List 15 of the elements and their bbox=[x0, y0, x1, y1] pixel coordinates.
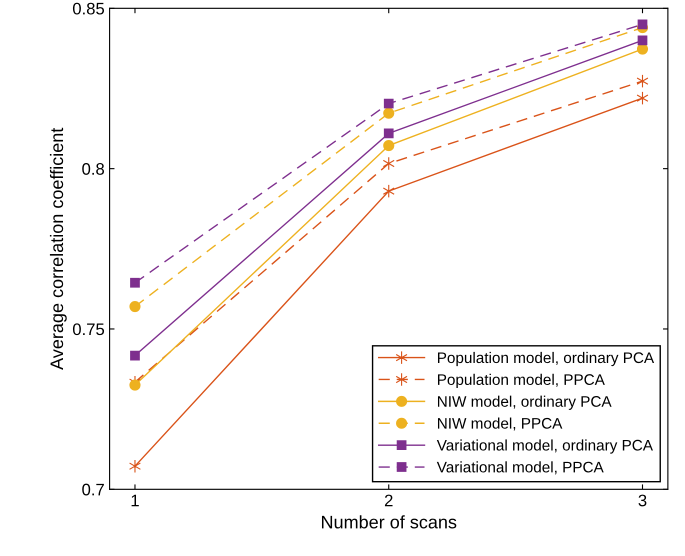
y-tick-label: 0.85 bbox=[72, 2, 104, 15]
legend-label: Population model, ordinary PCA bbox=[438, 352, 654, 366]
legend-label: Population model, PPCA bbox=[438, 374, 605, 388]
legend-label: NIW model, ordinary PCA bbox=[438, 396, 612, 410]
legend-label: Variational model, PPCA bbox=[436, 461, 604, 474]
y-axis-title: Average correlation coefficient bbox=[50, 128, 67, 370]
y-tick-label: 0.8 bbox=[82, 163, 104, 175]
y-tick-label: 0.7 bbox=[82, 484, 104, 496]
x-tick-label: 1 bbox=[132, 494, 139, 506]
legend-label: Variational model, ordinary PCA bbox=[436, 439, 653, 454]
x-tick-label: 2 bbox=[384, 494, 393, 506]
x-axis-title: Number of scans bbox=[322, 515, 456, 528]
y-tick-label: 0.75 bbox=[72, 323, 104, 336]
x-tick-label: 3 bbox=[638, 494, 646, 506]
legend-label: NIW model, PPCA bbox=[438, 418, 562, 431]
